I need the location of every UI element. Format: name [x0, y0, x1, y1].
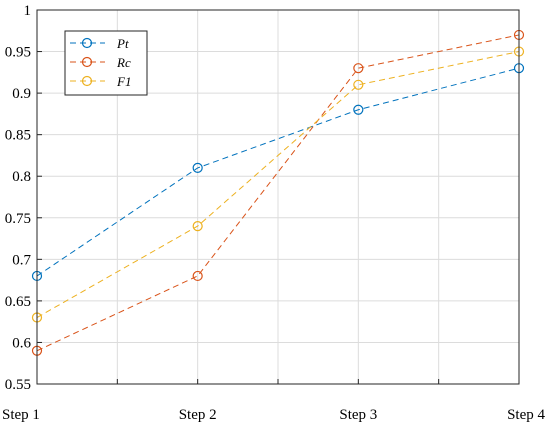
legend-box [64, 30, 148, 96]
y-tick-label: 0.7 [12, 252, 31, 268]
legend-marker [81, 37, 93, 49]
data-point [353, 79, 364, 90]
legend: Pt Rc F1 [64, 30, 148, 96]
data-point [192, 220, 203, 232]
axis-ticks [36, 9, 520, 385]
data-point [192, 162, 203, 174]
legend-label: Pt [116, 36, 129, 51]
y-tick-label: 0.6 [12, 335, 31, 351]
y-tick-label: 0.55 [5, 377, 31, 393]
y-axis-tick-labels: 0.55 0.6 0.65 0.7 0.75 0.8 0.85 0.9 0.95 1 [5, 3, 32, 393]
y-tick-label: 0.85 [5, 128, 31, 144]
series-line [36, 34, 520, 352]
data-point [353, 104, 364, 115]
y-tick-label: 1 [24, 3, 32, 19]
y-tick-label: 0.95 [5, 45, 31, 61]
y-tick-label: 0.9 [12, 86, 31, 102]
y-tick-label: 0.65 [5, 294, 31, 310]
y-tick-label: 0.8 [12, 169, 31, 185]
legend-label: Rc [116, 55, 131, 70]
y-tick-label: 0.75 [5, 211, 31, 227]
x-tick-label: Step 1 [2, 407, 40, 423]
series-line [36, 51, 520, 318]
x-axis-tick-labels: Step 1 Step 2 Step 3 Step 4 [2, 407, 545, 423]
x-tick-label: Step 3 [339, 407, 377, 423]
data-point [353, 63, 364, 74]
data-point [192, 270, 203, 282]
legend-label: F1 [116, 74, 131, 89]
x-tick-label: Step 2 [179, 407, 217, 423]
legend-marker [81, 56, 93, 68]
legend-marker [81, 75, 93, 87]
x-tick-label: Step 4 [507, 407, 545, 423]
